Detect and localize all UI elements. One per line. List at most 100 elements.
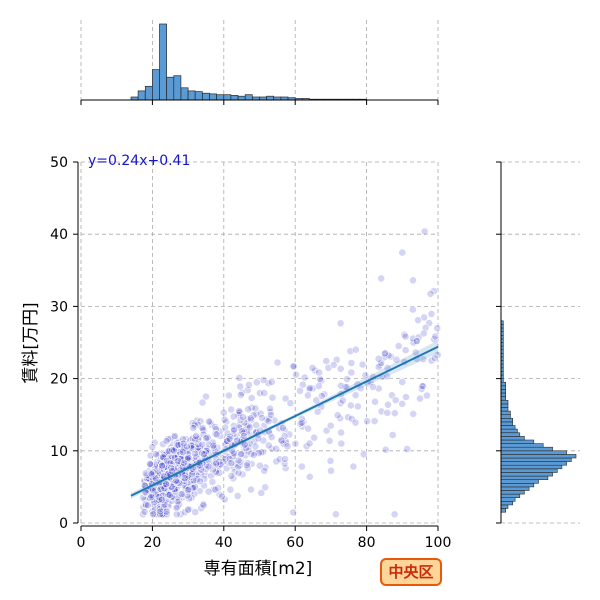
- scatter-point: [285, 430, 294, 439]
- top-hist-bar: [230, 95, 239, 101]
- scatter-point: [256, 409, 265, 418]
- right-hist-bar: [500, 500, 513, 506]
- scatter-point: [184, 486, 192, 494]
- scatter-point: [305, 439, 314, 448]
- scatter-point: [171, 476, 180, 485]
- scatter-point: [426, 289, 435, 298]
- y-tick-label: 10: [50, 444, 68, 460]
- scatter-point: [374, 363, 383, 371]
- right-hist-bar: [500, 446, 553, 452]
- top-hist-bar: [152, 69, 160, 101]
- y-tick-label: 40: [50, 227, 68, 243]
- scatter-point: [174, 457, 182, 465]
- scatter-point: [419, 329, 428, 338]
- scatter-point: [266, 411, 275, 419]
- scatter-point: [150, 438, 159, 447]
- scatter-point: [254, 449, 263, 457]
- right-hist-bar: [500, 490, 525, 495]
- scatter-point: [156, 507, 165, 516]
- x-tick-label: 40: [215, 535, 233, 551]
- scatter-point: [377, 274, 386, 283]
- scatter-point: [247, 485, 255, 494]
- scatter-point: [314, 382, 323, 390]
- scatter-point: [251, 442, 260, 451]
- scatter-point: [162, 507, 171, 516]
- scatter-point: [223, 437, 232, 445]
- scatter-point: [278, 423, 287, 432]
- scatter-point: [374, 354, 383, 363]
- scatter-point: [430, 354, 439, 363]
- top-hist-bar: [180, 87, 189, 101]
- scatter-point: [338, 396, 347, 405]
- scatter-point: [255, 461, 264, 470]
- scatter-point: [275, 455, 284, 464]
- scatter-point: [202, 434, 211, 443]
- main-grid: [80, 161, 439, 524]
- right-hist-bar: [500, 464, 563, 470]
- right-hist-bar: [500, 482, 535, 488]
- scatter-point: [160, 484, 169, 492]
- scatter-point: [280, 432, 289, 441]
- scatter-point: [172, 503, 181, 512]
- right-hist-bar: [500, 392, 506, 397]
- scatter-point: [381, 349, 389, 358]
- scatter-point: [244, 405, 252, 414]
- scatter-point: [412, 337, 421, 345]
- top-hist-bar: [144, 85, 153, 101]
- scatter-point: [343, 375, 351, 383]
- right-hist-bar: [500, 450, 567, 455]
- scatter-point: [398, 248, 407, 257]
- scatter-point: [268, 393, 277, 402]
- scatter-point: [433, 324, 442, 333]
- scatter-point: [149, 510, 157, 519]
- scatter-point: [190, 449, 199, 458]
- scatter-point: [154, 492, 163, 501]
- regression-equation: y=0.24x+0.41: [88, 153, 190, 169]
- scatter-point: [152, 490, 160, 498]
- scatter-point: [171, 432, 179, 440]
- scatter-point: [408, 305, 417, 314]
- scatter-point: [147, 470, 156, 479]
- scatter-point: [336, 364, 345, 373]
- scatter-point: [225, 432, 234, 441]
- scatter-point: [266, 404, 274, 413]
- right-hist-bar: [500, 486, 530, 491]
- scatter-point: [414, 333, 423, 342]
- scatter-point: [227, 458, 236, 467]
- top-hist-bar: [209, 93, 217, 101]
- scatter-point: [200, 475, 209, 483]
- scatter-point: [336, 319, 345, 328]
- scatter-point: [281, 394, 290, 403]
- scatter-point: [198, 398, 207, 407]
- scatter-point: [305, 384, 314, 392]
- scatter-point: [219, 408, 228, 417]
- scatter-point: [377, 407, 386, 416]
- top-hist-bar: [173, 75, 182, 101]
- scatter-point: [392, 355, 401, 364]
- scatter-point: [416, 394, 424, 403]
- scatter-point: [191, 508, 200, 516]
- scatter-point: [166, 434, 175, 443]
- scatter-point: [351, 391, 360, 400]
- scatter-point: [331, 510, 340, 519]
- scatter-point: [347, 359, 356, 367]
- scatter-point: [346, 401, 355, 410]
- scatter-point: [158, 461, 167, 470]
- scatter-point: [361, 371, 370, 380]
- scatter-point: [422, 391, 431, 400]
- right-hist-bar: [500, 428, 518, 434]
- scatter-point: [272, 444, 281, 453]
- scatter-point: [204, 417, 213, 426]
- scatter-point: [277, 436, 286, 445]
- scatter-point: [224, 391, 233, 400]
- scatter-point: [257, 488, 266, 497]
- scatter-point: [227, 471, 236, 480]
- scatter-point: [374, 384, 383, 393]
- right-hist-bar: [500, 436, 525, 441]
- scatter-point: [208, 465, 217, 474]
- right-hist-bar: [500, 508, 506, 513]
- scatter-point: [418, 382, 427, 391]
- scatter-point: [325, 436, 334, 445]
- scatter-point: [238, 388, 247, 397]
- scatter-point: [179, 439, 188, 448]
